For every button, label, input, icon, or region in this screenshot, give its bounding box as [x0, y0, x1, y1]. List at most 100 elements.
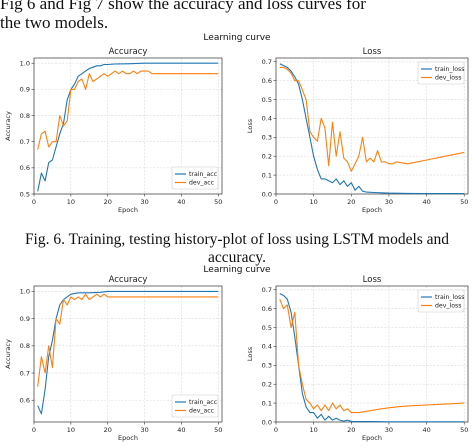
- x-tick-label: 0: [32, 426, 36, 434]
- y-tick-label: 0.6: [262, 305, 272, 313]
- y-tick-label: 0.3: [262, 362, 272, 370]
- x-tick-label: 50: [214, 198, 222, 206]
- series-line-dev-acc: [37, 70, 219, 150]
- series-line-train-acc: [37, 62, 219, 192]
- intro-paragraph: Fig 6 and Fig 7 show the accuracy and lo…: [0, 0, 474, 32]
- y-axis-label: Loss: [246, 346, 254, 361]
- plot-frame: [275, 57, 469, 195]
- y-tick-label: 0.4: [262, 343, 272, 351]
- y-axis-label: Loss: [246, 118, 254, 133]
- x-tick-label: 50: [460, 426, 468, 434]
- y-tick-label: 0.7: [20, 138, 30, 146]
- x-tick-label: 0: [32, 198, 36, 206]
- y-tick-label: 0.4: [262, 115, 272, 123]
- x-tick-label: 30: [140, 198, 148, 206]
- series-line-train-loss: [279, 63, 465, 195]
- y-tick-label: 0.3: [262, 134, 272, 142]
- x-tick-label: 50: [214, 426, 222, 434]
- x-axis-label: Epoch: [362, 206, 382, 214]
- y-tick-label: 1.0: [20, 60, 30, 68]
- y-tick-label: 0.2: [262, 153, 272, 161]
- y-tick-label: 0.9: [20, 86, 30, 94]
- x-tick-label: 10: [310, 198, 318, 206]
- chart-panel-accuracy: Accuracy 0 10 20 30 40 50 0.5 0.6 0.7 0.8 0.9 1.0 Epo…: [4, 47, 222, 214]
- y-tick-label: 0.5: [20, 190, 30, 198]
- x-tick-label: 40: [422, 198, 430, 206]
- chart-title: Accuracy: [109, 47, 148, 57]
- legend: train_loss dev_loss: [417, 61, 465, 85]
- chart-panel-loss: Loss 0 10 20 30 40 50 0.0 0.1 0.2 0.3 0.4 0.5 0.6 0.7 E…: [246, 275, 468, 442]
- x-tick-label: 40: [177, 198, 185, 206]
- fig7-suptitle: Learning curve: [203, 265, 271, 275]
- plot-frame: [33, 57, 223, 195]
- y-tick-label: 0.7: [20, 369, 30, 377]
- x-axis-label: Epoch: [362, 434, 382, 442]
- x-tick-label: 10: [310, 426, 318, 434]
- plot-frame: [33, 285, 223, 423]
- x-tick-label: 20: [104, 426, 112, 434]
- series-line-dev-loss: [279, 66, 465, 172]
- x-tick-label: 30: [385, 198, 393, 206]
- intro-line-1: Fig 6 and Fig 7 show the accuracy and lo…: [0, 0, 366, 13]
- x-tick-label: 50: [460, 198, 468, 206]
- y-axis-label: Accuracy: [4, 111, 12, 141]
- fig6-caption: Fig. 6. Training, testing history-plot o…: [0, 231, 474, 267]
- fig7-figure: Accuracy 0 10 20 30 40 50 0.6 0.7 0.8 0.9 1.0 Epoch A…: [4, 275, 468, 442]
- legend-box: [171, 166, 219, 190]
- legend-label: train_acc: [189, 171, 218, 178]
- x-tick-label: 10: [67, 198, 75, 206]
- x-tick-label: 0: [274, 426, 278, 434]
- fig6-figure: Accuracy 0 10 20 30 40 50 0.5 0.6 0.7 0.8 0.9 1.0 Epo…: [4, 47, 468, 214]
- legend-label: dev_acc: [189, 408, 215, 415]
- series-line-dev-loss: [279, 299, 465, 414]
- fig6-suptitle: Learning curve: [203, 33, 271, 43]
- legend-label: dev_acc: [189, 180, 215, 187]
- legend-label: dev_loss: [435, 303, 461, 310]
- y-tick-label: 0.9: [20, 315, 30, 323]
- legend-label: train_loss: [435, 294, 464, 301]
- y-tick-label: 0.8: [20, 342, 30, 350]
- intro-line-2: the two models.: [0, 13, 109, 32]
- y-tick-label: 0.7: [262, 58, 272, 66]
- x-tick-label: 30: [140, 426, 148, 434]
- y-tick-label: 0.6: [262, 77, 272, 85]
- y-tick-label: 0.1: [262, 171, 272, 179]
- x-axis-label: Epoch: [118, 434, 138, 442]
- legend-label: train_loss: [435, 66, 464, 73]
- legend: train_loss dev_loss: [417, 289, 465, 313]
- x-tick-label: 40: [422, 426, 430, 434]
- legend-box: [171, 394, 219, 418]
- fig6-caption-line-2: accuracy.: [208, 249, 266, 266]
- x-tick-label: 20: [347, 426, 355, 434]
- legend-label: dev_loss: [435, 75, 461, 82]
- x-tick-label: 30: [385, 426, 393, 434]
- legend: train_acc dev_acc: [171, 166, 219, 190]
- y-tick-label: 0.7: [262, 286, 272, 294]
- y-tick-label: 0.5: [262, 324, 272, 332]
- chart-panel-loss: Loss 0 10 20 30 40 50 0.0 0.1 0.2 0.3 0.4 0.5 0.6 0.7 E…: [246, 47, 468, 214]
- y-tick-label: 1.0: [20, 288, 30, 296]
- y-tick-label: 0.1: [262, 399, 272, 407]
- chart-title: Loss: [363, 275, 382, 285]
- legend-box: [417, 289, 465, 313]
- series-line-train-acc: [37, 290, 219, 415]
- x-axis-label: Epoch: [118, 206, 138, 214]
- legend-label: train_acc: [189, 399, 218, 406]
- legend-box: [417, 61, 465, 85]
- x-tick-label: 10: [67, 426, 75, 434]
- x-tick-label: 40: [177, 426, 185, 434]
- x-tick-label: 20: [104, 198, 112, 206]
- y-axis-label: Accuracy: [4, 339, 12, 369]
- y-tick-label: 0.0: [262, 418, 272, 426]
- y-tick-label: 0.6: [20, 164, 30, 172]
- y-tick-label: 0.5: [262, 96, 272, 104]
- x-tick-label: 0: [274, 198, 278, 206]
- y-tick-label: 0.2: [262, 381, 272, 389]
- series-line-train-loss: [279, 293, 465, 423]
- y-tick-label: 0.8: [20, 112, 30, 120]
- chart-title: Accuracy: [109, 275, 148, 285]
- x-tick-label: 20: [347, 198, 355, 206]
- series-line-dev-acc: [37, 293, 219, 387]
- chart-panel-accuracy: Accuracy 0 10 20 30 40 50 0.6 0.7 0.8 0.9 1.0 Epoch A…: [4, 275, 222, 442]
- legend: train_acc dev_acc: [171, 394, 219, 418]
